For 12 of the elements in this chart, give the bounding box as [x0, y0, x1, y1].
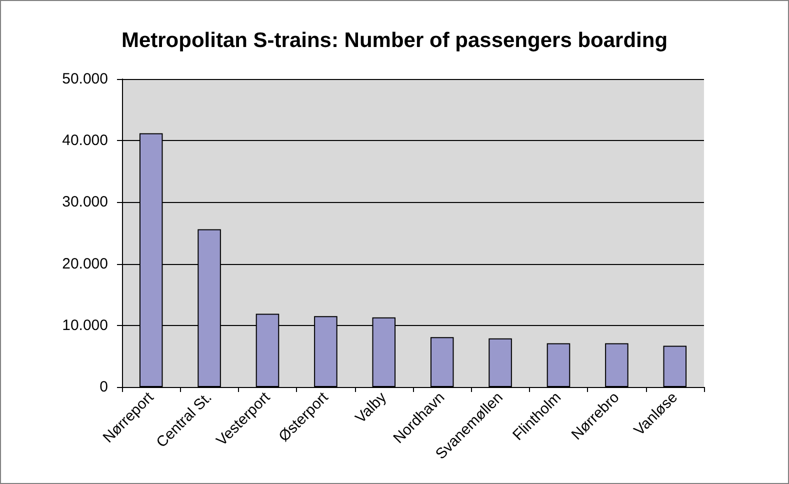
chart-title: Metropolitan S-trains: Number of passengers boarding: [121, 29, 668, 52]
y-tick-label: 0: [100, 378, 108, 396]
bar: [605, 343, 628, 387]
y-tick-label: 30.000: [62, 194, 108, 211]
y-tick-label: 20.000: [62, 255, 108, 272]
y-tick-label: 10.000: [62, 316, 108, 334]
y-tick-label: 50.000: [62, 70, 108, 88]
bar: [663, 346, 687, 387]
y-tick-label: 40.000: [62, 132, 108, 150]
bar: [488, 338, 512, 387]
bar: [430, 337, 454, 387]
bar: [546, 343, 570, 387]
